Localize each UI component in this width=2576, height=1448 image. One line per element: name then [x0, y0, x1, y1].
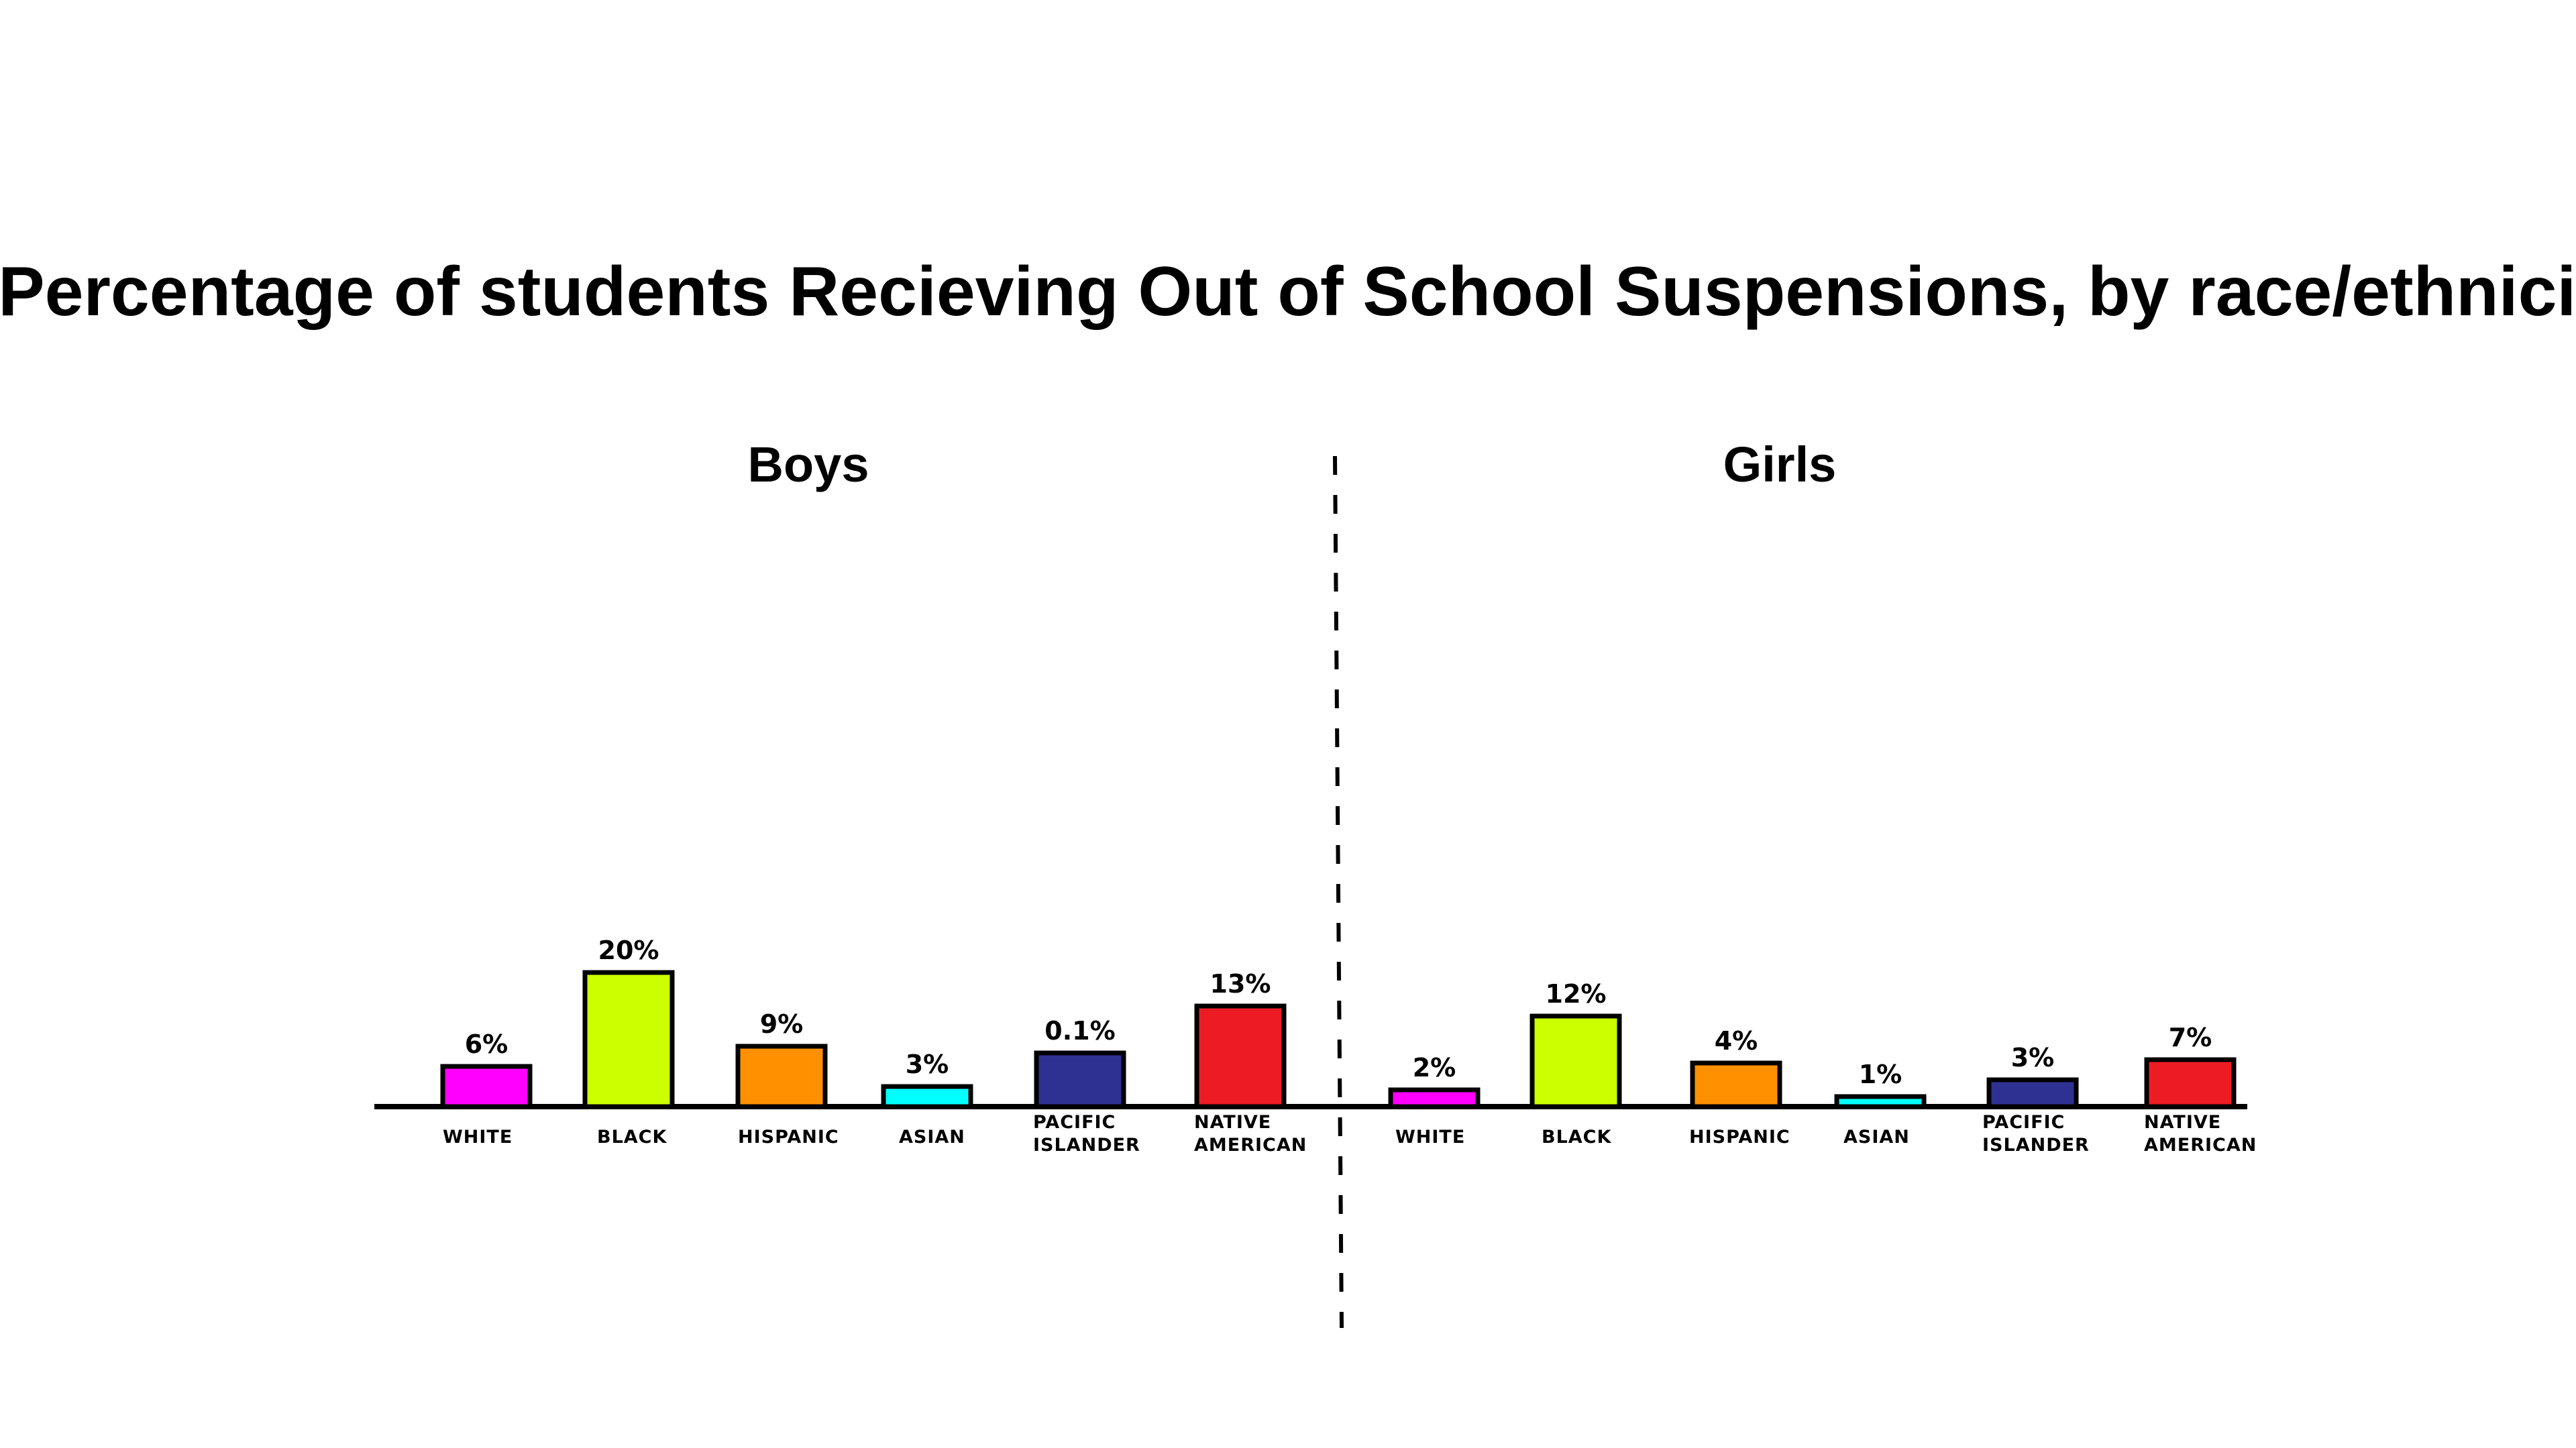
- category-label-boys-1-0: BLACK: [597, 1127, 667, 1148]
- bar-girls-4: [1986, 1077, 2079, 1109]
- bar-girls-5: [2144, 1057, 2237, 1109]
- value-label-girls-3: 1%: [1859, 1060, 1902, 1089]
- value-label-girls-2: 4%: [1715, 1026, 1758, 1056]
- value-label-boys-3: 3%: [906, 1050, 949, 1079]
- category-label-boys-5-0: NATIVE: [1194, 1112, 1271, 1133]
- category-label-girls-1-0: BLACK: [1542, 1127, 1611, 1148]
- value-label-boys-4: 0.1%: [1044, 1016, 1115, 1046]
- panel-title-girls: Girls: [1723, 437, 1837, 492]
- bar-boys-1: [582, 970, 675, 1109]
- bar-boys-4: [1034, 1050, 1126, 1109]
- value-label-girls-5: 7%: [2169, 1023, 2212, 1052]
- category-label-boys-4-0: PACIFIC: [1033, 1112, 1116, 1133]
- panel-divider: [1333, 455, 1344, 1329]
- bar-girls-0: [1388, 1087, 1481, 1109]
- category-label-girls-5-0: NATIVE: [2144, 1112, 2221, 1133]
- bar-boys-0: [440, 1064, 533, 1109]
- category-label-girls-5-1: AMERICAN: [2144, 1135, 2257, 1156]
- value-label-girls-0: 2%: [1413, 1053, 1456, 1082]
- category-label-girls-2-0: HISPANIC: [1689, 1127, 1790, 1148]
- category-label-girls-3-0: ASIAN: [1843, 1127, 1910, 1148]
- category-label-girls-0-0: WHITE: [1395, 1127, 1465, 1148]
- value-label-boys-2: 9%: [760, 1009, 804, 1039]
- bar-boys-3: [881, 1084, 973, 1109]
- value-label-girls-1: 12%: [1546, 979, 1607, 1009]
- value-label-boys-1: 20%: [598, 936, 659, 965]
- value-label-boys-5: 13%: [1210, 969, 1271, 999]
- category-label-boys-4-1: ISLANDER: [1033, 1135, 1140, 1156]
- category-label-girls-4-1: ISLANDER: [1982, 1135, 2090, 1156]
- category-label-boys-0-0: WHITE: [443, 1127, 513, 1148]
- bar-girls-2: [1690, 1060, 1782, 1109]
- bar-boys-2: [735, 1044, 828, 1109]
- panel-title-boys: Boys: [748, 437, 869, 492]
- bar-girls-1: [1529, 1013, 1622, 1109]
- category-label-boys-5-1: AMERICAN: [1194, 1135, 1307, 1156]
- value-label-boys-0: 6%: [465, 1029, 508, 1059]
- category-label-boys-3-0: ASIAN: [899, 1127, 965, 1148]
- value-label-girls-4: 3%: [2011, 1043, 2055, 1072]
- bar-girls-3: [1834, 1094, 1927, 1109]
- chart-title: Percentage of students Recieving Out of …: [0, 253, 2576, 331]
- chart-marks: 6% WHITE 20% BLACK 9% HISPANIC 3% ASIAN 0.1% PACI…: [440, 936, 2257, 1156]
- bar-boys-5: [1194, 1003, 1287, 1109]
- category-label-girls-4-0: PACIFIC: [1982, 1112, 2065, 1133]
- category-label-boys-2-0: HISPANIC: [738, 1127, 839, 1148]
